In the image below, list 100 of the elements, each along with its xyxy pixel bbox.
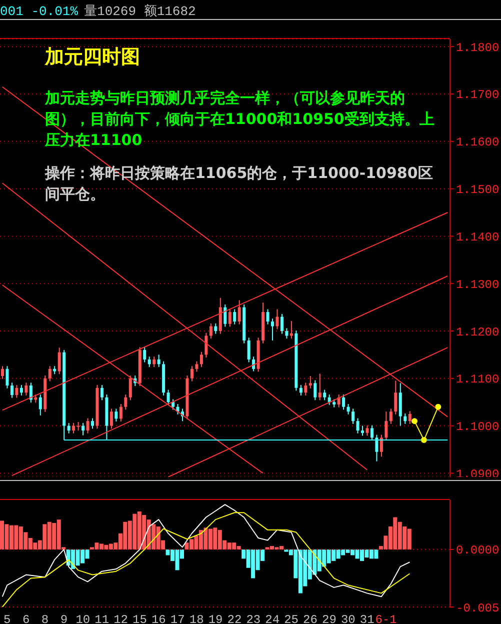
x-tick-label: 25 [284, 613, 299, 624]
candlestick [342, 394, 346, 410]
candlestick [356, 418, 360, 434]
candlestick [204, 332, 208, 358]
candlestick [15, 384, 18, 398]
candlestick [375, 434, 378, 462]
candlestick [361, 425, 364, 436]
candlestick [271, 318, 274, 341]
candlestick [100, 384, 104, 401]
candlestick [166, 389, 170, 406]
candlestick [280, 313, 284, 334]
candlestick [380, 434, 383, 458]
y-tick-label: 1.1700 [456, 88, 500, 102]
candlestick [128, 375, 132, 401]
x-tick-label: 6-1 [375, 613, 397, 624]
candlestick [266, 308, 270, 325]
candlestick [366, 424, 369, 436]
x-tick-label: 26 [303, 613, 318, 624]
y-tick-label: 0.0000 [456, 544, 500, 558]
candlestick [384, 411, 388, 441]
candlestick [91, 418, 94, 430]
x-tick-label: 31 [360, 613, 374, 624]
candlestick [314, 380, 317, 401]
y-tick-label: 1.1600 [456, 136, 500, 150]
x-tick-label: 23 [246, 613, 261, 624]
candlestick [172, 398, 175, 410]
chart-title: 加元四时图 [45, 45, 140, 70]
x-tick-label: 8 [41, 613, 49, 624]
candlestick [398, 382, 402, 426]
candlestick [200, 351, 203, 368]
candlestick [1, 366, 4, 380]
candlestick [48, 366, 52, 382]
candlestick [29, 382, 32, 404]
line-series [2, 504, 410, 598]
candlestick [370, 424, 374, 441]
x-tick-label: 6 [22, 613, 30, 624]
candlestick [124, 394, 128, 410]
y-tick-label: -0.005 [456, 601, 500, 616]
candlestick [24, 382, 28, 396]
candlestick [218, 297, 222, 334]
candlestick [195, 360, 198, 372]
x-tick-label: 12 [114, 613, 128, 624]
text: 加元走势与昨日预测几乎完全一样，（可以参见昨天的图），目前向下，倾向于在11000和10950受到支持。上压力在11100 [45, 88, 436, 151]
candlestick [143, 346, 146, 363]
x-tick-label: 11 [94, 613, 110, 624]
candlestick [404, 412, 407, 424]
candlestick [110, 408, 113, 430]
candlestick [67, 422, 70, 434]
y-tick-label: 1.1500 [456, 183, 500, 198]
y-tick-label: 1.1000 [456, 420, 500, 434]
x-tick-label: 29 [322, 613, 336, 624]
x-tick-label: 22 [227, 613, 242, 624]
candlestick [119, 404, 122, 422]
candlestick [72, 422, 76, 434]
candlestick [6, 366, 9, 389]
candlestick [190, 366, 194, 382]
candlestick [82, 422, 85, 436]
y-tick-label: 1.1800 [456, 40, 500, 55]
candlestick [394, 380, 398, 415]
candlestick [157, 354, 160, 368]
y-tick-label: 1.1200 [456, 325, 500, 340]
x-tick-label: 30 [340, 613, 356, 624]
candlestick [228, 308, 232, 328]
candlestick [238, 300, 241, 325]
candlestick [346, 404, 350, 415]
x-tick-label: 10 [76, 613, 90, 624]
candlestick [304, 382, 308, 396]
x-tick-label: 16 [151, 613, 166, 624]
candlestick [233, 308, 236, 325]
candlestick [10, 382, 14, 398]
y-tick-label: 1.1300 [456, 278, 500, 292]
text: 量10269 额11682 [84, 4, 196, 19]
x-tick-label: 19 [208, 613, 223, 624]
candlestick [352, 408, 355, 424]
candlestick [318, 373, 322, 401]
x-tick-label: 15 [132, 613, 147, 624]
candlestick [323, 389, 326, 401]
x-tick-label: 18 [189, 613, 204, 624]
candlestick [308, 376, 312, 389]
candlestick [114, 408, 118, 422]
candlestick [224, 304, 227, 328]
candlestick [152, 356, 156, 368]
candlestick [285, 328, 288, 340]
x-tick-label: 24 [265, 613, 280, 624]
candlestick [408, 410, 412, 424]
annotation: 操作：将昨日按策略在11065的仓，于11000-10980区间平仓。 [45, 163, 434, 205]
candlestick [247, 337, 250, 363]
x-tick-label: 5 [4, 613, 11, 624]
y-tick-label: 1.1400 [456, 230, 500, 244]
candlestick [20, 384, 23, 396]
candlestick [389, 408, 392, 424]
text: 001 -0.01% [0, 4, 78, 19]
candlestick [299, 384, 302, 396]
candlestick [209, 322, 212, 340]
candlestick [148, 356, 151, 368]
x-tick-label: 9 [60, 613, 68, 624]
candlestick [58, 347, 61, 375]
candlestick [86, 418, 90, 434]
candlestick [38, 394, 42, 416]
line-series [2, 512, 410, 607]
